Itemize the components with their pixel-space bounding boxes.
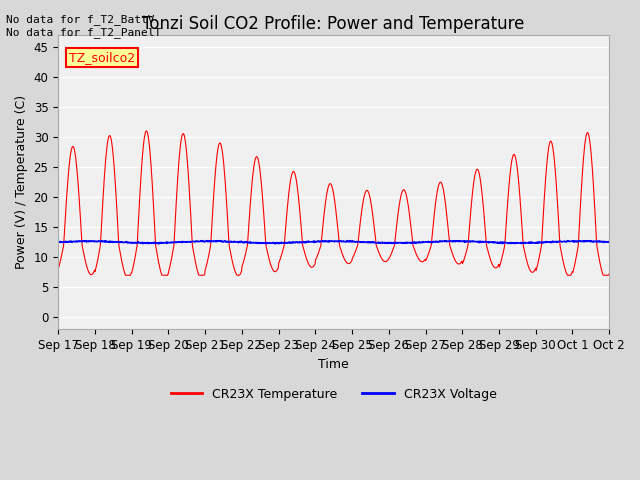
Line: CR23X Temperature: CR23X Temperature — [58, 131, 609, 275]
CR23X Voltage — [177, 239, 185, 245]
CR23X Temperature — [164, 271, 172, 277]
CR23X Voltage — [155, 241, 163, 247]
CR23X Voltage — [492, 240, 500, 245]
CR23X Voltage — [54, 239, 62, 245]
X-axis label: Time: Time — [318, 358, 349, 371]
CR23X Temperature — [142, 128, 150, 134]
CR23X Temperature — [492, 265, 500, 271]
CR23X Voltage — [239, 240, 246, 246]
CR23X Temperature — [605, 271, 613, 276]
CR23X Temperature — [541, 192, 548, 198]
CR23X Voltage — [420, 240, 428, 245]
Y-axis label: Power (V) / Temperature (C): Power (V) / Temperature (C) — [15, 95, 28, 269]
CR23X Temperature — [178, 135, 186, 141]
CR23X Temperature — [54, 266, 62, 272]
Line: CR23X Voltage: CR23X Voltage — [58, 240, 609, 244]
CR23X Voltage — [164, 240, 172, 246]
Title: Tonzi Soil CO2 Profile: Power and Temperature: Tonzi Soil CO2 Profile: Power and Temper… — [143, 15, 525, 33]
Text: No data for f_T2_BattV
No data for f_T2_PanelT: No data for f_T2_BattV No data for f_T2_… — [6, 14, 162, 38]
CR23X Voltage — [541, 239, 548, 245]
CR23X Temperature — [239, 260, 247, 266]
CR23X Voltage — [446, 238, 454, 243]
CR23X Temperature — [122, 272, 130, 278]
Legend: CR23X Temperature, CR23X Voltage: CR23X Temperature, CR23X Voltage — [166, 383, 502, 406]
CR23X Temperature — [420, 258, 428, 264]
Text: TZ_soilco2: TZ_soilco2 — [69, 51, 135, 64]
CR23X Voltage — [605, 239, 613, 245]
